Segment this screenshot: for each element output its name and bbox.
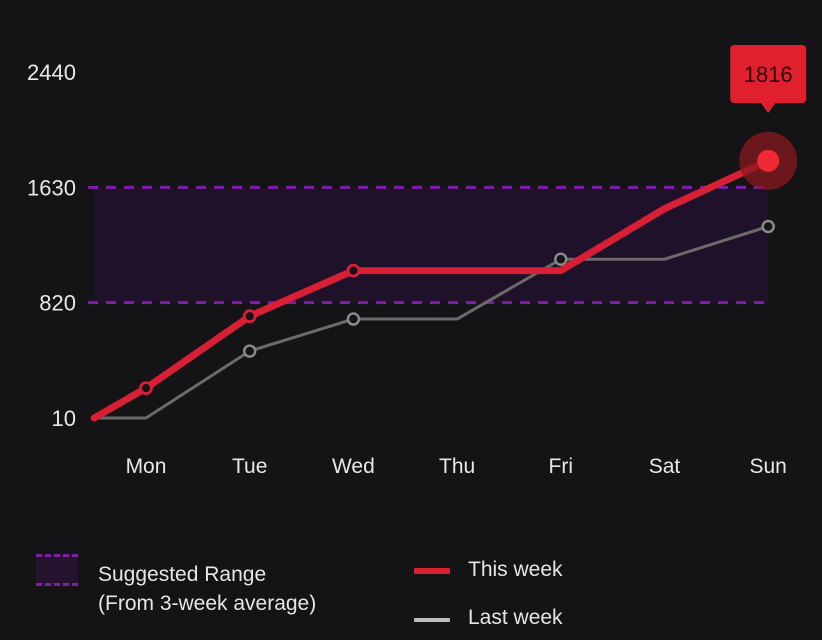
x-tick-label: Mon xyxy=(126,455,167,478)
y-tick-label: 1630 xyxy=(27,175,76,200)
series-line xyxy=(92,224,770,420)
x-tick-label: Wed xyxy=(332,455,375,478)
data-point xyxy=(761,219,775,234)
legend-range-swatch xyxy=(36,554,78,586)
legend-last-week-swatch xyxy=(414,618,450,622)
data-point xyxy=(139,381,153,395)
series-this-week xyxy=(90,131,798,422)
series-last-week xyxy=(92,219,775,420)
peak-callout: 1816 xyxy=(730,45,807,113)
y-tick-label: 2440 xyxy=(27,60,76,85)
y-axis-ticks: 10 820 1630 2440 xyxy=(27,60,76,431)
legend-range-label: Suggested Range xyxy=(98,563,267,586)
y-tick-label: 820 xyxy=(39,291,76,316)
suggested-range-band xyxy=(94,187,768,303)
legend-this-week-swatch xyxy=(414,568,450,574)
legend-range-sublabel: (From 3-week average) xyxy=(98,592,317,615)
data-point xyxy=(242,309,257,324)
series-line xyxy=(90,157,772,422)
data-point xyxy=(242,344,257,358)
x-tick-label: Fri xyxy=(549,455,574,478)
x-tick-label: Tue xyxy=(232,455,267,478)
data-point xyxy=(346,312,361,326)
x-tick-label: Thu xyxy=(439,455,475,478)
legend-this-week-label: This week xyxy=(468,558,563,581)
y-tick-label: 10 xyxy=(52,406,76,431)
callout-box xyxy=(730,45,807,103)
legend-last-week-label: Last week xyxy=(468,606,563,629)
line-chart: 10 820 1630 2440 Mon Tue Wed Thu Fri Sat Sun 1816 xyxy=(27,45,807,478)
data-point xyxy=(346,263,361,278)
data-point xyxy=(554,252,568,266)
peak-point xyxy=(757,149,780,172)
callout-pointer xyxy=(760,102,777,113)
callout-value: 1816 xyxy=(744,62,793,87)
x-axis-ticks: Mon Tue Wed Thu Fri Sat Sun xyxy=(126,455,787,478)
legend: Suggested Range (From 3-week average) Th… xyxy=(36,548,796,640)
x-tick-label: Sat xyxy=(649,455,681,478)
x-tick-label: Sun xyxy=(750,455,787,478)
legend-range-text: Suggested Range (From 3-week average) xyxy=(98,560,316,618)
